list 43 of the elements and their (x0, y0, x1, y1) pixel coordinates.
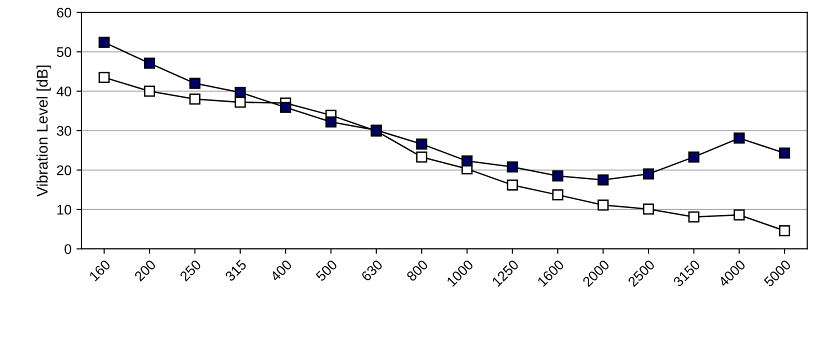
point (234, 96, 246, 108)
x-tick-label: 160 (88, 259, 111, 282)
y-axis-title: Vibration Level [dB] (36, 66, 51, 197)
y-tick-label: 10 (57, 204, 72, 215)
point (416, 151, 428, 163)
point (144, 58, 156, 69)
point (325, 116, 337, 128)
x-tick-label: 400 (270, 259, 292, 282)
point (688, 211, 700, 222)
point (506, 179, 518, 191)
x-tick-label: 200 (134, 259, 156, 282)
point (779, 225, 790, 236)
point (642, 204, 654, 215)
point (642, 168, 654, 180)
x-tick-label: 315 (224, 259, 248, 282)
point (98, 36, 110, 48)
x-tick-label: 500 (315, 259, 338, 282)
point (280, 102, 292, 113)
y-tick-label: 60 (57, 8, 72, 18)
y-tick-label: 0 (64, 244, 72, 254)
point (552, 170, 564, 182)
point (688, 151, 700, 163)
point (416, 138, 428, 150)
point (189, 94, 200, 105)
point (234, 86, 246, 98)
point (598, 174, 609, 186)
point (734, 209, 745, 221)
x-tick-label: 630 (360, 259, 384, 282)
x-tick-label: 800 (406, 259, 429, 282)
point (461, 155, 473, 167)
y-tick-label: 20 (57, 165, 72, 176)
point (779, 148, 790, 159)
point (506, 161, 518, 172)
point (598, 200, 609, 211)
point (98, 72, 110, 83)
point (144, 86, 156, 97)
x-tick-label: 250 (179, 259, 202, 282)
y-tick-label: 50 (56, 47, 72, 57)
point (552, 189, 564, 200)
y-tick-label: 30 (56, 126, 72, 136)
point (189, 78, 200, 89)
y-tick-label: 40 (56, 86, 72, 96)
point (734, 132, 745, 144)
